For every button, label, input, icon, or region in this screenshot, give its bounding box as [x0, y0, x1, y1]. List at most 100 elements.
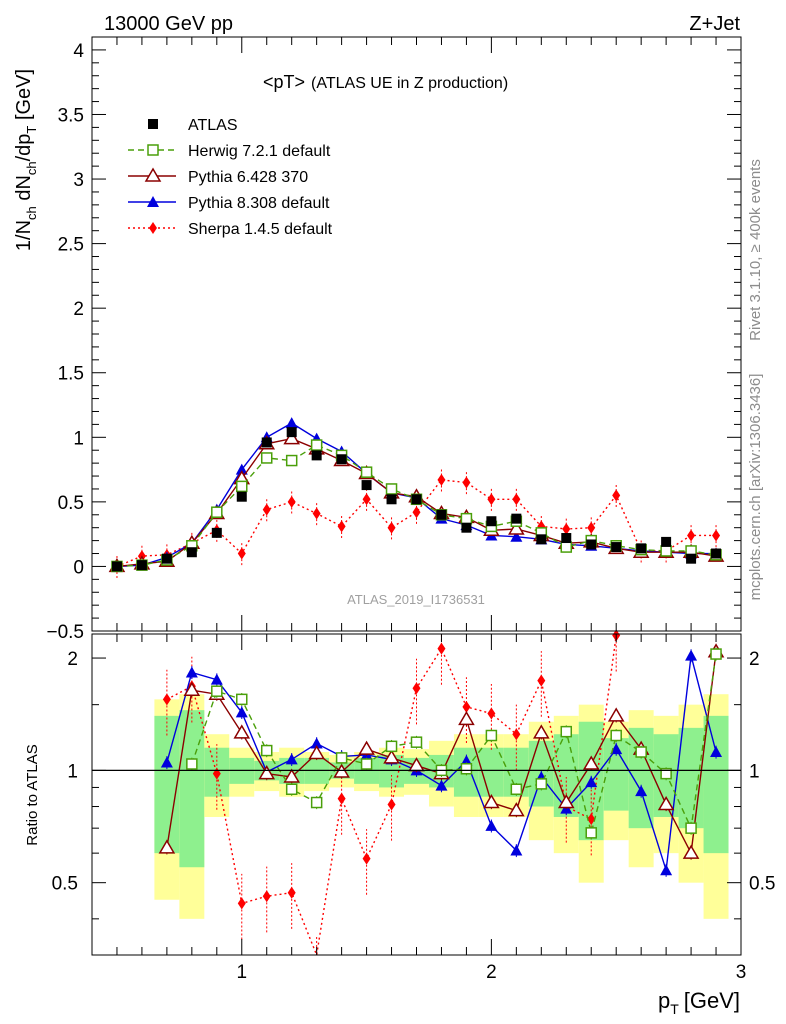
point — [686, 553, 697, 564]
series-line — [116, 444, 717, 568]
point — [610, 743, 623, 755]
point — [536, 534, 547, 545]
legend-label: Sherpa 1.4.5 default — [188, 221, 333, 238]
point — [510, 844, 523, 856]
point — [360, 758, 373, 770]
point — [711, 548, 722, 559]
chart-title-sub: (ATLAS UE in Z production) — [311, 75, 508, 92]
y-tick-label: 2 — [73, 299, 84, 320]
point — [185, 666, 198, 678]
point — [458, 710, 475, 726]
ratio-band-inner — [179, 710, 205, 868]
point — [660, 864, 673, 876]
point — [436, 509, 447, 520]
ratio-band-inner — [154, 715, 180, 854]
series-atlas — [111, 427, 722, 572]
ratio-tick-label: 0.5 — [52, 874, 78, 895]
point — [235, 463, 248, 475]
point — [283, 768, 300, 783]
point — [635, 746, 647, 758]
point — [237, 547, 246, 560]
ratio-tick-label-right: 0.5 — [749, 874, 775, 895]
point — [286, 427, 297, 438]
point — [158, 839, 176, 854]
point — [635, 785, 648, 797]
point — [611, 542, 622, 553]
mcplots-label: mcplots.cern.ch [arXiv:1306.3436] — [747, 374, 764, 601]
point — [311, 450, 322, 461]
legend-label: Pythia 8.308 default — [188, 195, 330, 212]
point — [410, 736, 423, 748]
y-tick-label: 0 — [73, 557, 84, 578]
axes-layer: −0.5 0 0.5 1 1.5 2 2.5 3 3.5 4 0.5 0.5 1 1 2 2 1 2 3 — [46, 36, 775, 983]
legend-label: Herwig 7.2.1 default — [188, 143, 331, 160]
point — [260, 452, 273, 464]
point — [236, 693, 248, 706]
header-left: 13000 GeV pp — [104, 13, 233, 35]
rivet-label: Rivet 3.1.10, ≥ 400k events — [747, 159, 764, 341]
point — [682, 844, 700, 859]
point — [183, 681, 201, 696]
x-tick-label: 2 — [486, 962, 497, 983]
point — [336, 454, 347, 465]
chart-title-main: <pT> — [263, 72, 305, 92]
point — [361, 480, 372, 491]
point — [561, 533, 572, 544]
point — [144, 167, 162, 182]
point — [512, 728, 521, 741]
point — [485, 729, 498, 742]
point — [437, 642, 446, 655]
y-tick-label: 4 — [73, 41, 84, 62]
point — [335, 752, 348, 764]
point — [586, 539, 597, 550]
point — [211, 685, 223, 697]
point — [435, 779, 448, 791]
point — [337, 792, 346, 805]
point — [285, 753, 298, 765]
point — [535, 778, 548, 790]
point — [236, 491, 247, 502]
legend-item: Pythia 8.308 default — [128, 195, 330, 212]
point — [582, 755, 600, 770]
point — [312, 507, 321, 520]
point — [308, 744, 325, 760]
point — [585, 776, 598, 788]
point — [233, 724, 251, 739]
watermark: ATLAS_2019_I1736531 — [347, 592, 485, 607]
point — [362, 493, 371, 506]
legend-label: ATLAS — [188, 117, 238, 134]
x-tick-label: 3 — [736, 962, 747, 983]
point — [510, 783, 523, 795]
point — [160, 756, 173, 768]
point — [710, 648, 722, 660]
point — [460, 763, 473, 775]
point — [310, 439, 323, 451]
legend: ATLAS Herwig 7.2.1 default Pythia 6.428 37… — [128, 117, 333, 238]
y-tick-label: 1.5 — [58, 364, 84, 385]
point — [147, 144, 159, 156]
point — [687, 529, 696, 542]
point — [487, 493, 496, 506]
point — [136, 560, 147, 571]
point — [262, 503, 271, 516]
point — [560, 541, 573, 553]
header-right: Z+Jet — [689, 13, 740, 35]
x-axis-label: pT [GeV] — [658, 988, 740, 1017]
point — [610, 729, 622, 742]
point — [461, 522, 472, 533]
ratio-tick-label: 1 — [67, 761, 78, 782]
point — [537, 674, 546, 687]
point — [386, 494, 397, 505]
point — [360, 466, 373, 478]
point — [385, 483, 398, 495]
point — [148, 119, 158, 129]
legend-label: Pythia 6.428 370 — [188, 169, 308, 186]
point — [462, 700, 471, 713]
point — [660, 767, 672, 780]
ratio-tick-label-right: 1 — [749, 761, 760, 782]
series-sherpa-1-4-5-default — [112, 468, 721, 579]
point — [258, 765, 276, 780]
point — [508, 802, 525, 817]
point — [585, 827, 597, 839]
